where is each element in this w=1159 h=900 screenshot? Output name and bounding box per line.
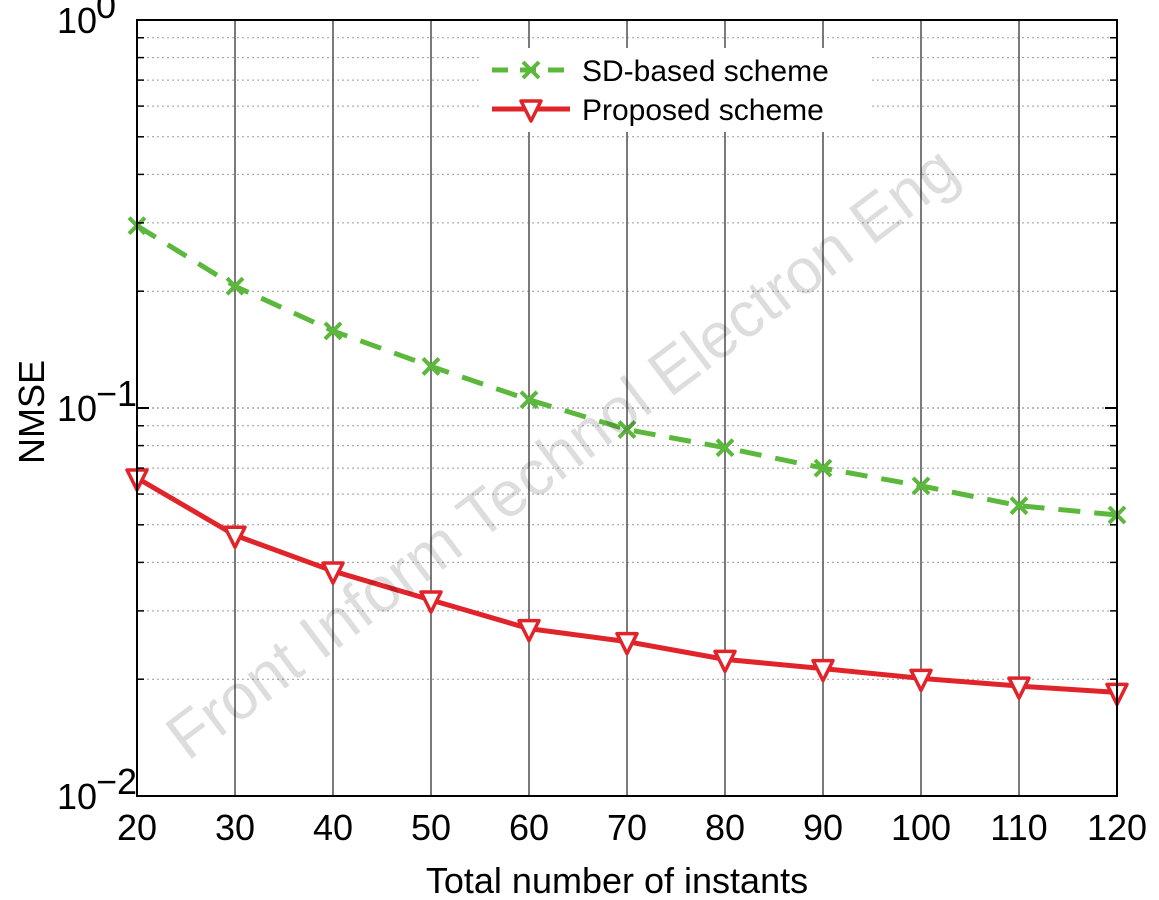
marker-stroke: [323, 321, 343, 341]
marker-stroke: [1009, 496, 1029, 516]
x-tick-label: 100: [891, 807, 951, 848]
proposed-scheme-point: [419, 590, 443, 614]
proposed-scheme-point: [713, 649, 737, 674]
y-tick-exponent: −2: [96, 761, 137, 802]
y-tick-label: 10: [57, 0, 97, 41]
marker-stroke: [813, 458, 833, 478]
legend-marker-sd-based-scheme: [521, 60, 541, 80]
axis-ticks: [137, 19, 1117, 797]
x-tick-label: 20: [117, 807, 157, 848]
x-tick-label: 110: [990, 807, 1047, 848]
x-tick-label: 90: [803, 807, 843, 848]
legend-marker-proposed-scheme: [519, 99, 543, 123]
x-tick-label: 80: [705, 807, 745, 848]
marker-stroke: [225, 276, 245, 296]
proposed-scheme-point: [517, 618, 541, 643]
x-axis-label: Total number of instants: [426, 860, 808, 900]
sd-based-scheme-point: [323, 321, 343, 341]
sd-based-scheme-point: [617, 420, 637, 439]
marker-stroke: [519, 390, 539, 410]
proposed-scheme-point: [223, 525, 247, 549]
marker-stroke: [911, 476, 931, 496]
x-tick-labels: 20 30 40 50 60 70 80 90 100 110 120: [117, 807, 1147, 848]
sd-based-scheme-point: [225, 276, 245, 296]
x-tick-label: 70: [607, 807, 647, 848]
y-tick-label: 10: [57, 388, 97, 429]
sd-based-scheme-point: [813, 458, 833, 478]
legend: SD-based scheme Proposed scheme: [482, 48, 872, 132]
sd-based-scheme-point: [715, 438, 735, 458]
x-tick-label: 60: [509, 807, 549, 848]
x-tick-label: 40: [313, 807, 353, 848]
proposed-scheme-point: [909, 668, 933, 693]
proposed-scheme-point: [1007, 676, 1031, 700]
marker-stroke: [715, 438, 735, 458]
legend-label-sd-based-scheme: SD-based scheme: [582, 55, 829, 88]
marker-stroke: [617, 420, 637, 439]
sd-based-scheme-point: [911, 476, 931, 496]
y-tick-exponent: 0: [96, 0, 116, 26]
legend-label-proposed-scheme: Proposed scheme: [582, 94, 824, 127]
x-tick-label: 120: [1087, 807, 1147, 848]
y-tick-exponent: −1: [96, 373, 137, 414]
y-tick-label: 10: [57, 776, 97, 817]
x-tick-label: 50: [411, 807, 451, 848]
x-tick-label: 30: [215, 807, 255, 848]
legend-box: [482, 48, 872, 132]
proposed-scheme-point: [321, 561, 345, 585]
sd-based-scheme-point: [421, 356, 441, 376]
sd-based-scheme-line: [135, 223, 1118, 518]
y-axis-label: NMSE: [11, 360, 52, 464]
marker-stroke: [521, 60, 541, 80]
sd-based-scheme-point: [1009, 496, 1029, 516]
sd-based-scheme-point: [519, 390, 539, 410]
proposed-scheme-point: [615, 631, 639, 656]
marker-stroke: [421, 356, 441, 376]
proposed-scheme-point: [811, 658, 835, 683]
